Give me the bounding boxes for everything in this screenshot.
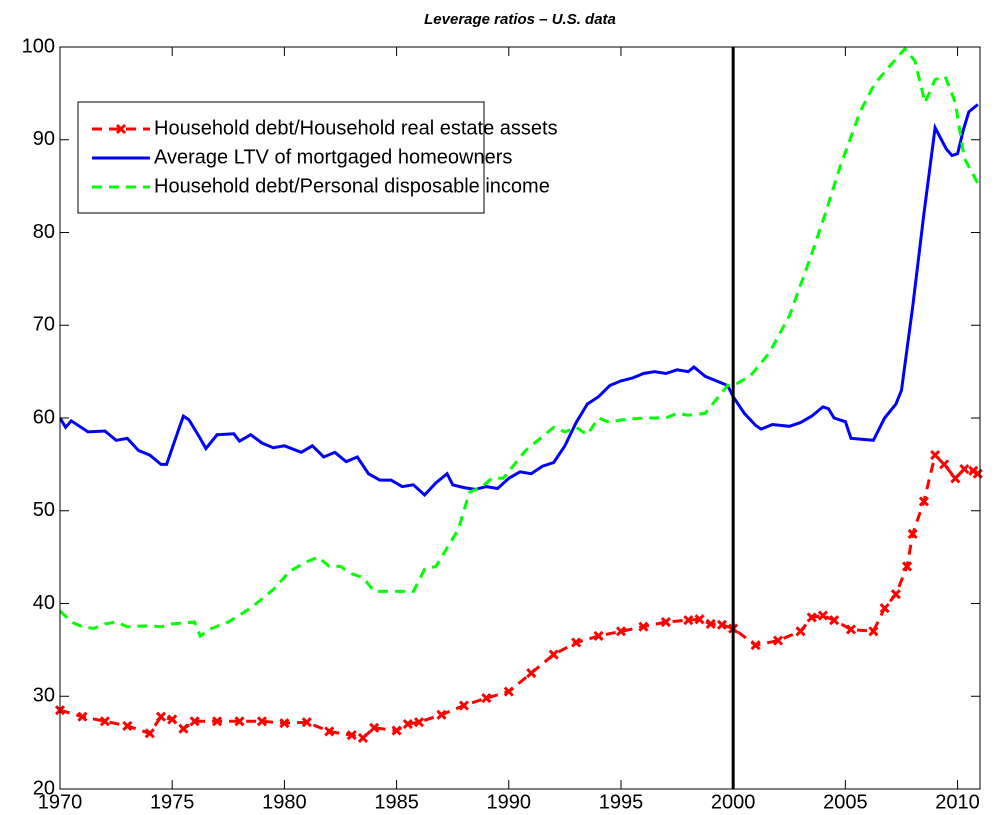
point-marker — [155, 711, 167, 722]
point-marker — [357, 732, 368, 744]
point-marker — [234, 716, 245, 727]
point-marker — [930, 450, 941, 461]
point-marker — [845, 624, 857, 635]
point-marker — [950, 473, 961, 484]
point-marker — [402, 719, 413, 730]
y-tick-label: 90 — [33, 128, 55, 150]
point-marker — [918, 496, 929, 507]
point-marker — [705, 618, 716, 629]
point-marker — [413, 717, 425, 728]
point-marker — [939, 459, 950, 470]
x-tick-label: 1975 — [150, 791, 195, 810]
point-marker — [902, 561, 913, 572]
point-marker — [879, 603, 890, 614]
legend-label: Household debt/Personal disposable incom… — [154, 175, 550, 197]
point-marker — [369, 722, 380, 733]
point-marker — [391, 725, 402, 736]
x-tick-label: 1990 — [487, 791, 532, 810]
point-marker — [817, 610, 828, 621]
y-tick-label: 70 — [33, 314, 55, 336]
point-marker — [144, 728, 155, 739]
y-tick-label: 100 — [22, 35, 55, 57]
series-line — [60, 103, 979, 498]
point-marker — [868, 626, 879, 637]
y-tick-label: 40 — [33, 592, 55, 614]
y-tick-label: 20 — [33, 777, 55, 799]
legend-marker — [115, 123, 127, 135]
point-marker — [122, 720, 133, 731]
y-tick-label: 30 — [33, 685, 55, 707]
y-tick-label: 50 — [33, 499, 55, 521]
point-marker — [638, 621, 649, 632]
x-tick-label: 2010 — [935, 791, 980, 810]
point-marker — [77, 711, 88, 722]
point-marker — [907, 528, 918, 539]
point-marker — [178, 723, 189, 734]
point-marker — [324, 726, 335, 737]
point-marker — [256, 716, 268, 727]
point-marker — [772, 635, 784, 646]
point-marker — [458, 700, 469, 711]
x-tick-label: 1970 — [38, 791, 83, 810]
point-marker — [189, 716, 200, 727]
x-tick-label: 1980 — [262, 791, 307, 810]
point-marker — [694, 614, 705, 625]
point-marker — [716, 619, 728, 630]
series-line — [60, 47, 980, 639]
point-marker — [615, 626, 627, 637]
point-marker — [436, 709, 447, 720]
point-marker — [301, 717, 312, 728]
point-marker — [212, 716, 223, 727]
point-marker — [959, 463, 970, 475]
point-marker — [503, 686, 514, 697]
x-tick-label: 1995 — [599, 791, 644, 810]
y-tick-label: 80 — [33, 221, 55, 243]
point-marker — [890, 589, 901, 600]
legend-label: Household debt/Household real estate ass… — [154, 117, 558, 139]
point-marker — [346, 730, 357, 741]
point-marker — [526, 668, 537, 679]
point-marker — [683, 615, 694, 626]
point-marker — [795, 626, 806, 637]
x-tick-label: 2005 — [823, 791, 868, 810]
x-tick-label: 1985 — [374, 791, 419, 810]
chart-title: Leverage ratios – U.S. data — [424, 11, 616, 28]
point-marker — [660, 616, 671, 628]
legend-label: Average LTV of mortgaged homeowners — [154, 146, 512, 168]
point-marker — [806, 612, 817, 623]
x-tick-label: 2000 — [711, 791, 756, 810]
point-marker — [548, 649, 559, 660]
point-marker — [750, 640, 761, 651]
point-marker — [571, 637, 582, 648]
point-marker — [279, 718, 290, 729]
y-tick-label: 60 — [33, 406, 55, 428]
point-marker — [593, 630, 604, 642]
point-marker — [829, 615, 840, 626]
point-marker — [167, 714, 178, 725]
point-marker — [99, 716, 110, 727]
point-marker — [481, 693, 492, 704]
